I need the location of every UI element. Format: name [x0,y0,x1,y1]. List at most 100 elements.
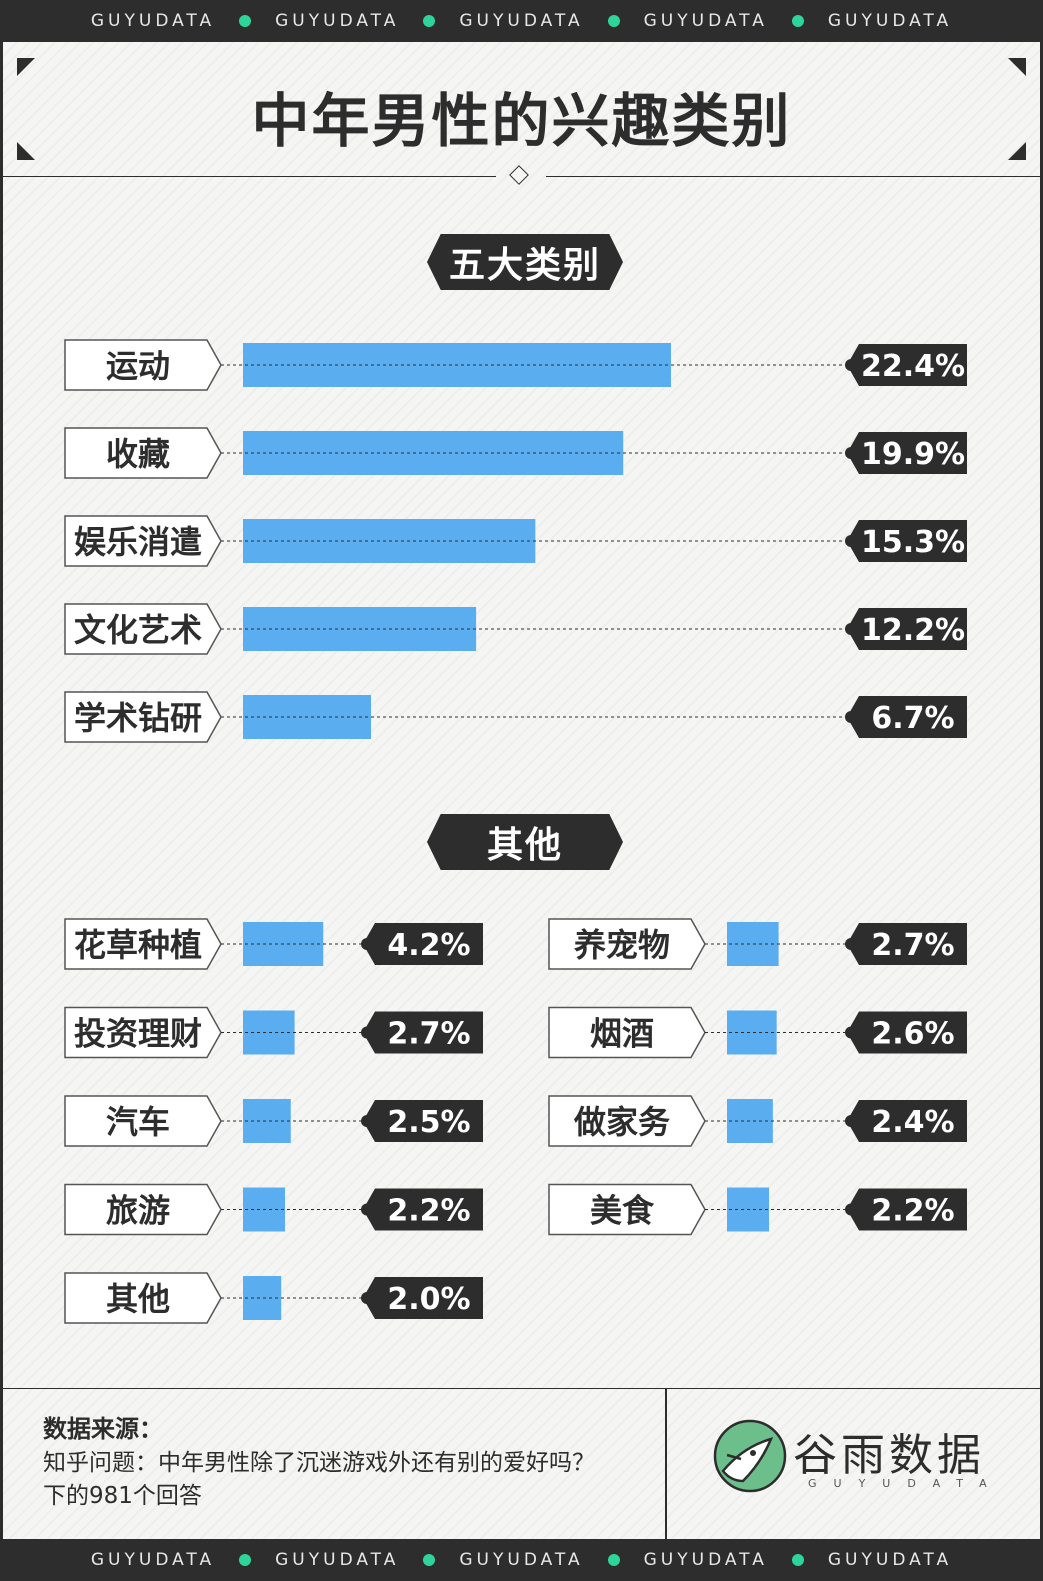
banner-word: GUYUDATA [827,11,953,31]
category-label-box [548,918,706,970]
banner-dot [791,1554,804,1566]
banner-dot [791,15,804,27]
value-pill [847,923,967,965]
category-label-box [548,1183,706,1236]
bottom-banner: GUYUDATA GUYUDATA GUYUDATA GUYUDATA GUYU… [0,1539,1043,1581]
category-label: 运动 [106,347,170,385]
value-label: 6.7% [871,701,954,736]
category-label: 美食 [590,1192,655,1230]
category-label: 投资理财 [74,1015,202,1053]
value-label: 2.7% [871,928,954,963]
category-label-box [64,339,222,391]
value-pill [363,1188,483,1231]
banner-word: GUYUDATA [459,1550,584,1570]
value-pill [847,696,967,738]
corner-mark [17,142,35,160]
category-label: 旅游 [106,1192,170,1230]
bar [243,1276,282,1320]
bar [727,922,779,966]
value-label: 2.2% [387,1194,470,1229]
title-divider-left [3,176,496,177]
value-label: 2.5% [387,1105,470,1140]
value-label: 19.9% [861,437,965,472]
category-label: 娱乐消遣 [74,523,202,561]
banner-dot [607,1554,620,1566]
banner-dot [607,15,620,27]
value-pill [847,520,967,562]
bar [727,1010,777,1055]
category-label: 其他 [106,1280,170,1318]
category-label-box [548,1006,706,1059]
banner-word: GUYUDATA [643,1550,768,1570]
value-label: 22.4% [861,349,965,384]
source-title: 数据来源： [43,1415,163,1443]
value-label: 2.2% [871,1194,954,1229]
value-pill [363,923,483,965]
category-label: 汽车 [106,1103,170,1141]
category-label: 做家务 [573,1103,670,1141]
section-tag-other: 其他 [427,814,623,870]
value-label: 2.0% [387,1282,470,1317]
value-pill [847,1100,967,1142]
category-label: 文化艺术 [74,611,202,649]
value-label: 4.2% [387,928,470,963]
banner-dot [239,1554,252,1566]
category-label-box [548,1095,706,1147]
category-label-box [64,1006,222,1059]
banner-word: GUYUDATA [643,11,768,31]
category-label-box [64,1183,222,1236]
value-label: 12.2% [861,613,965,648]
value-label: 15.3% [861,525,965,560]
value-pill [363,1011,483,1054]
source-line: 知乎问题：中年男性除了沉迷游戏外还有别的爱好吗？ [43,1450,595,1476]
category-label-box [64,1272,222,1324]
title-divider-right [546,176,1040,177]
value-pill [363,1100,483,1142]
value-pill [847,608,967,650]
brand-name: 谷雨数据 [793,1430,985,1481]
category-label-box [64,1095,222,1147]
banner-word: GUYUDATA [827,1550,953,1570]
brand-subtitle: GUYUDATA [808,1477,1004,1490]
banner-dot [423,1554,436,1566]
brand-logo-icon [713,1419,787,1493]
value-label: 2.4% [871,1105,954,1140]
category-label: 学术钻研 [74,699,202,737]
value-label: 2.6% [871,1017,954,1052]
interest-bar-chart: 运动 22.4% 收藏 19.9% 娱乐消遣 15.3% 文化艺术 12.2% 学术钻研 6.7%… [64,339,967,1324]
infographic-panel: 中年男性的兴趣类别 五大类别 其他 运动 22.4% 收藏 19.9% 娱乐消遣 15.3… [3,42,1040,1540]
category-label-box [64,427,222,479]
value-pill [847,1188,967,1231]
corner-mark [17,58,35,76]
value-pill [847,344,967,386]
value-pill [847,1011,967,1054]
category-label-box [64,515,222,567]
value-pill [363,1277,483,1319]
footer-divider [665,1389,667,1540]
category-label-box [64,603,222,655]
page-title: 中年男性的兴趣类别 [251,87,792,155]
top-banner: GUYUDATA GUYUDATA GUYUDATA GUYUDATA GUYU… [0,0,1043,42]
banner-word: GUYUDATA [459,11,584,31]
source-line: 下的981个回答 [43,1483,202,1509]
category-label: 养宠物 [574,926,670,964]
banner-word: GUYUDATA [275,11,400,31]
footer: 数据来源： 知乎问题：中年男性除了沉迷游戏外还有别的爱好吗？ 下的981个回答 … [3,1388,1040,1540]
corner-mark [1008,58,1026,76]
banner-dot [423,15,436,27]
value-pill [847,432,967,474]
category-label: 烟酒 [590,1015,654,1053]
category-label: 花草种植 [74,926,202,964]
banner-word: GUYUDATA [90,1550,216,1570]
bar [243,1010,295,1055]
category-label: 收藏 [106,435,170,473]
banner-word: GUYUDATA [275,1550,400,1570]
source-text: 知乎问题：中年男性除了沉迷游戏外还有别的爱好吗？ 下的981个回答 [43,1447,658,1513]
section-tag-major: 五大类别 [427,234,623,290]
banner-dot [239,15,252,27]
category-label-box [64,691,222,743]
category-label-box [64,918,222,970]
banner-word: GUYUDATA [90,11,216,31]
corner-mark [1008,142,1026,160]
value-label: 2.7% [387,1017,470,1052]
